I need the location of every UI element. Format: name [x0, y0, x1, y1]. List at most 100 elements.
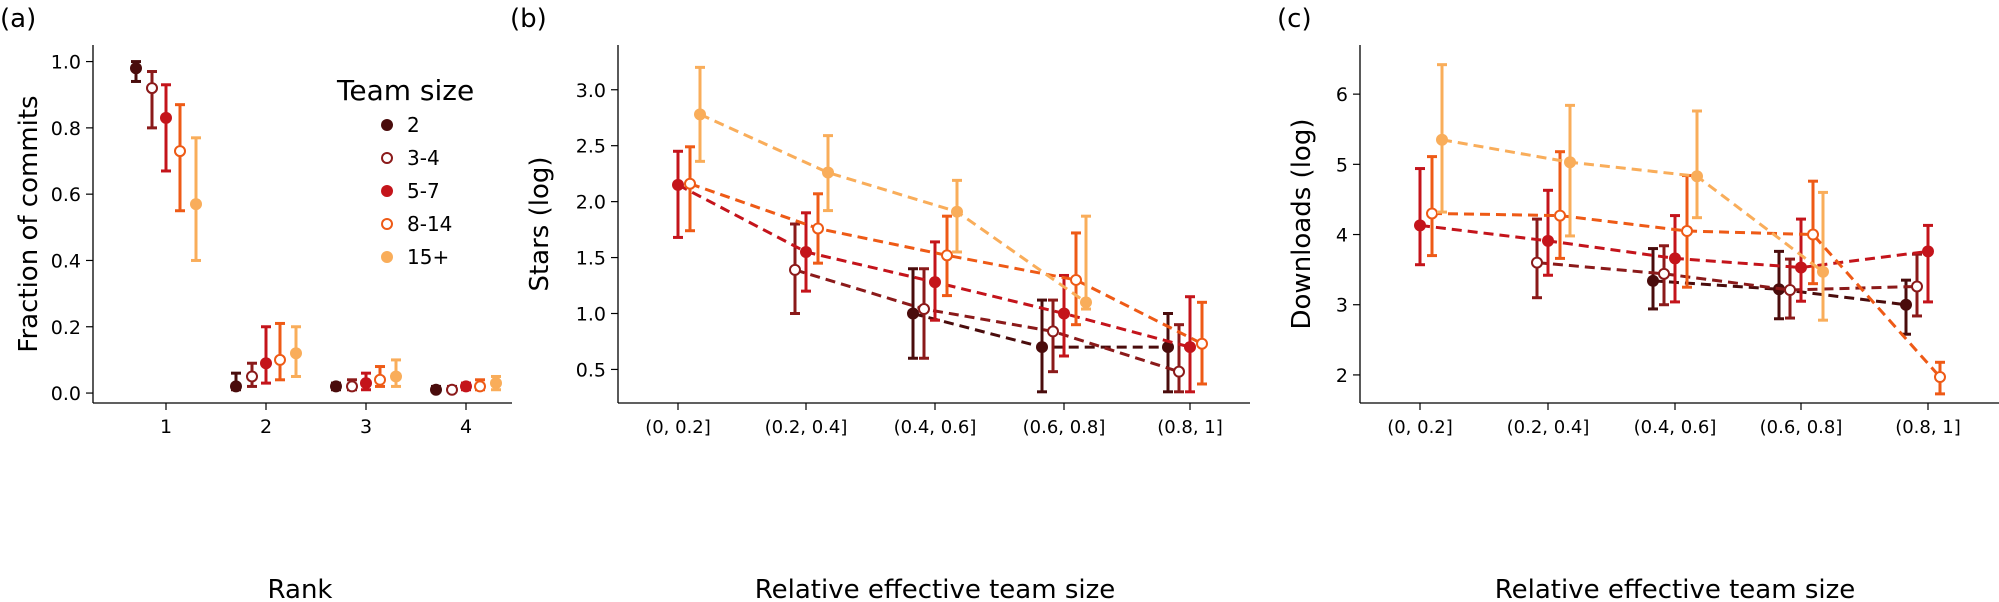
- legend-title: Team size: [336, 74, 474, 107]
- data-point-open: [246, 370, 258, 383]
- series-5-7: [672, 149, 1196, 394]
- y-tick-label: 0.4: [51, 250, 81, 272]
- panel-label: (c): [1277, 4, 1312, 34]
- series-line: [1441, 138, 1824, 273]
- x-axis-label: Rank: [268, 575, 333, 602]
- data-point: [1900, 298, 1912, 311]
- data-point: [1691, 170, 1703, 183]
- x-tick-label: (0, 0.2]: [645, 417, 711, 438]
- data-point: [694, 108, 706, 121]
- data-point: [1036, 341, 1048, 354]
- panel-c: (c) 2 3 4 5 6 (0, 0.2] (0.2, 0.4] (0.4, 0.6] (0.6…: [1277, 4, 1999, 602]
- series-8-14: [174, 103, 486, 393]
- data-point: [800, 245, 812, 258]
- data-point: [460, 380, 472, 393]
- series-15+: [694, 65, 1092, 311]
- data-point-open: [1658, 267, 1670, 280]
- data-point: [290, 347, 302, 360]
- x-tick-label: 1: [160, 416, 172, 438]
- x-tick-label: (0.6, 0.8]: [1760, 417, 1843, 438]
- data-point-open: [941, 249, 953, 262]
- y-tick-label: 1.0: [51, 52, 81, 74]
- data-point: [260, 357, 272, 370]
- y-tick-label: 3: [1336, 295, 1348, 317]
- data-point-open: [1047, 325, 1059, 338]
- legend-marker: [381, 185, 393, 197]
- data-point: [1542, 234, 1554, 247]
- data-point: [1414, 219, 1426, 232]
- x-tick-label: (0.8, 1]: [1157, 417, 1223, 438]
- data-point: [430, 383, 442, 396]
- x-tick-label: (0.4, 0.6]: [1634, 417, 1717, 438]
- y-tick-label: 6: [1336, 84, 1348, 106]
- series-3-4: [1531, 217, 1923, 320]
- series-2: [130, 60, 442, 396]
- x-axis-label: Relative effective team size: [755, 575, 1116, 602]
- series-line: [699, 112, 1087, 304]
- data-point: [1647, 274, 1659, 287]
- x-tick-label: (0.4, 0.6]: [894, 417, 977, 438]
- data-point-open: [1554, 209, 1566, 222]
- y-tick-label: 0.6: [51, 184, 81, 206]
- y-axis-label: Stars (log): [525, 156, 555, 291]
- legend-marker-open: [381, 152, 393, 164]
- data-point: [130, 62, 142, 75]
- y-tick-label: 2.5: [576, 136, 606, 158]
- data-point: [1564, 156, 1576, 169]
- legend-label: 5-7: [407, 179, 440, 203]
- legend-label: 3-4: [407, 146, 440, 170]
- x-axis-label: Relative effective team size: [1495, 575, 1856, 602]
- data-point-open: [1173, 365, 1185, 378]
- data-point-open: [474, 380, 486, 393]
- legend-label: 15+: [407, 245, 449, 269]
- legend-marker-open: [381, 218, 393, 230]
- panel-label: (a): [0, 4, 36, 34]
- data-point-open: [1426, 207, 1438, 220]
- data-point-open: [1784, 283, 1796, 296]
- y-tick-label: 1.5: [576, 248, 606, 270]
- data-point: [160, 111, 172, 124]
- data-point-open: [174, 145, 186, 158]
- legend: Team size 2 3-4 5-7 8-14 15+: [336, 74, 474, 269]
- data-point-open: [1196, 337, 1208, 350]
- x-tick-label: (0.6, 0.8]: [1023, 417, 1106, 438]
- data-point: [390, 370, 402, 383]
- y-axis-label: Fraction of commits: [14, 95, 44, 352]
- x-tick-label: (0, 0.2]: [1387, 417, 1453, 438]
- data-point: [929, 276, 941, 289]
- data-point-open: [346, 380, 358, 393]
- y-tick-label: 2.0: [576, 192, 606, 214]
- data-point: [1162, 341, 1174, 354]
- data-point: [1795, 261, 1807, 274]
- data-point-open: [1070, 273, 1082, 286]
- series-3-4: [789, 222, 1185, 394]
- data-point-open: [812, 222, 824, 235]
- data-point: [1184, 341, 1196, 354]
- data-point: [330, 380, 342, 393]
- x-tick-label: (0.8, 1]: [1895, 417, 1961, 438]
- y-tick-label: 3.0: [576, 80, 606, 102]
- y-tick-label: 1.0: [576, 304, 606, 326]
- series-line: [1431, 211, 1942, 379]
- y-tick-label: 0.5: [576, 359, 606, 381]
- series-line: [1652, 279, 1907, 307]
- data-point-open: [274, 353, 286, 366]
- legend-marker: [381, 119, 393, 131]
- y-tick-label: 0.8: [51, 118, 81, 140]
- legend-marker: [381, 251, 393, 263]
- series-8-14: [1426, 150, 1946, 396]
- data-point-open: [684, 177, 696, 190]
- data-point-open: [374, 373, 386, 386]
- series-15+: [1436, 63, 1829, 322]
- data-point: [822, 166, 834, 179]
- data-point: [360, 377, 372, 390]
- y-tick-label: 0.0: [51, 383, 81, 405]
- y-tick-label: 0.2: [51, 317, 81, 339]
- series-15+: [190, 136, 502, 392]
- data-point-open: [789, 263, 801, 276]
- panel-label: (b): [510, 4, 547, 34]
- data-point: [1080, 296, 1092, 309]
- x-tick-label: 3: [360, 416, 372, 438]
- data-point: [907, 307, 919, 320]
